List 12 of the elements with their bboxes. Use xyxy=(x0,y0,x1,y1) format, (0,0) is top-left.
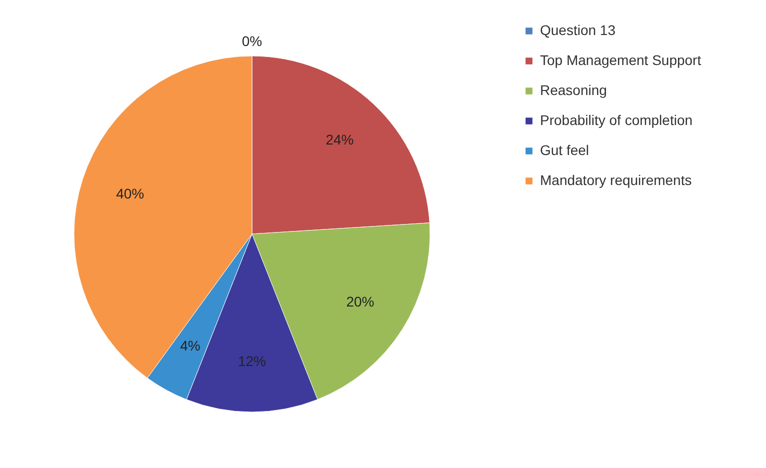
data-label: 40% xyxy=(116,185,144,202)
legend-label: Question 13 xyxy=(540,22,616,38)
legend-label: Reasoning xyxy=(540,82,607,98)
legend-label: Top Management Support xyxy=(540,52,702,68)
legend-label: Gut feel xyxy=(540,142,590,158)
legend-label: Probability of completion xyxy=(540,112,693,128)
data-label: 4% xyxy=(180,337,200,354)
data-label: 20% xyxy=(346,294,374,310)
legend-label: Mandatory requirements xyxy=(540,172,692,188)
data-label: 12% xyxy=(238,353,266,370)
text: 0% xyxy=(242,33,262,49)
data-label: 24% xyxy=(326,132,354,148)
